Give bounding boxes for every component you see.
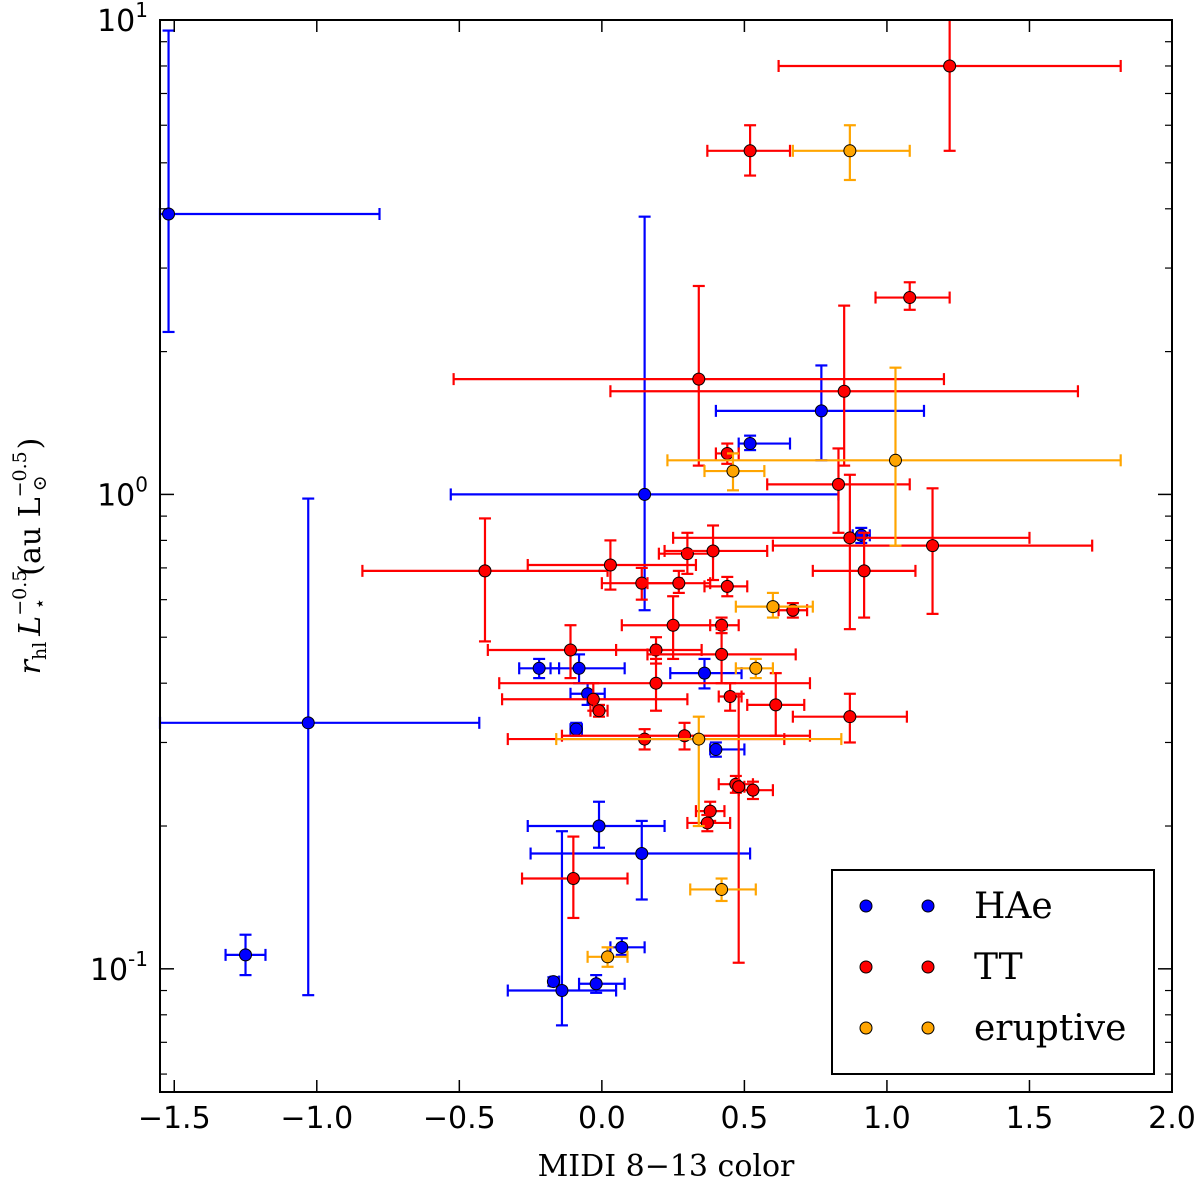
x-tick-label: 1.5	[1006, 1101, 1054, 1136]
data-point	[706, 544, 720, 558]
data-point	[709, 742, 723, 756]
error-bar	[549, 653, 626, 685]
series-hae	[158, 29, 926, 1027]
y-tick-label: 100	[97, 472, 148, 513]
data-point	[649, 676, 663, 690]
error-bar	[449, 215, 840, 612]
y-tick-label: 10-1	[90, 947, 148, 988]
legend-label: TT	[974, 947, 1023, 988]
data-point	[649, 643, 663, 657]
data-point	[720, 579, 734, 593]
data-point	[680, 547, 694, 561]
data-point	[532, 661, 546, 675]
data-point	[635, 576, 649, 590]
data-point	[592, 819, 606, 833]
data-point	[564, 643, 578, 657]
data-point	[743, 437, 757, 451]
data-point	[638, 487, 652, 501]
legend-marker	[859, 899, 873, 913]
data-point	[843, 144, 857, 158]
data-point	[843, 531, 857, 545]
legend-marker	[921, 1021, 935, 1035]
x-tick-label: 0.0	[578, 1101, 626, 1136]
data-point	[766, 600, 780, 614]
data-point	[601, 950, 615, 964]
data-point	[926, 539, 940, 553]
legend-box	[831, 869, 1155, 1075]
data-point	[769, 698, 783, 712]
data-point	[837, 384, 851, 398]
y-tick-label: 101	[97, 0, 148, 39]
legend-marker	[921, 960, 935, 974]
data-point	[666, 618, 680, 632]
data-series-layer	[158, 20, 1122, 1027]
series-eruptive	[555, 124, 1122, 968]
data-point	[635, 847, 649, 861]
legend: HAe TT eruptive	[831, 869, 1155, 1075]
error-bar	[361, 517, 609, 643]
data-point	[726, 464, 740, 478]
error-bar	[158, 497, 481, 997]
axis-ticks: −1.5 −1.0 −0.5 0.0 0.5 1.0 1.5 2.0 10-1 100 101	[90, 0, 1196, 1136]
legend-marker	[859, 1021, 873, 1035]
data-point	[592, 704, 606, 718]
x-tick-label: −1.5	[138, 1101, 211, 1136]
data-point	[746, 783, 760, 797]
x-tick-label: −0.5	[423, 1101, 496, 1136]
data-point	[569, 722, 583, 736]
data-point	[854, 528, 868, 542]
data-point	[743, 144, 757, 158]
data-point	[943, 59, 957, 73]
data-point	[903, 291, 917, 305]
data-point	[843, 710, 857, 724]
legend-label: HAe	[974, 886, 1053, 927]
data-point	[692, 732, 706, 746]
data-point	[857, 564, 871, 578]
series-tt	[361, 20, 1122, 964]
data-point	[555, 984, 569, 998]
data-point	[697, 666, 711, 680]
x-tick-label: 0.5	[721, 1101, 769, 1136]
data-point	[715, 882, 729, 896]
data-point	[572, 661, 586, 675]
data-point	[692, 372, 706, 386]
data-point	[715, 647, 729, 661]
error-bar	[731, 692, 746, 964]
plot-frame	[159, 19, 1173, 1093]
data-point	[162, 207, 176, 221]
y-axis-title: rhlL−0.5⋆(au L−0.5⊙)	[9, 438, 51, 675]
data-point	[749, 661, 763, 675]
data-point	[831, 477, 845, 491]
data-point	[546, 975, 560, 989]
legend-marker	[921, 899, 935, 913]
error-bar	[777, 20, 1122, 152]
data-point	[723, 689, 737, 703]
data-point	[603, 558, 617, 572]
data-point	[888, 453, 902, 467]
data-point	[615, 940, 629, 954]
data-point	[672, 576, 686, 590]
data-point	[814, 404, 828, 418]
x-tick-label: −1.0	[280, 1101, 353, 1136]
x-tick-label: 1.0	[863, 1101, 911, 1136]
data-point	[732, 780, 746, 794]
x-tick-label: 2.0	[1148, 1101, 1196, 1136]
data-point	[239, 948, 253, 962]
error-bar	[158, 29, 381, 334]
x-axis-title: MIDI 8−13 color	[538, 1149, 795, 1184]
data-point	[586, 692, 600, 706]
legend-label: eruptive	[974, 1008, 1126, 1049]
data-point	[566, 872, 580, 886]
legend-marker	[859, 960, 873, 974]
data-point	[301, 716, 315, 730]
data-point	[478, 564, 492, 578]
data-point	[589, 977, 603, 991]
data-point	[700, 816, 714, 830]
